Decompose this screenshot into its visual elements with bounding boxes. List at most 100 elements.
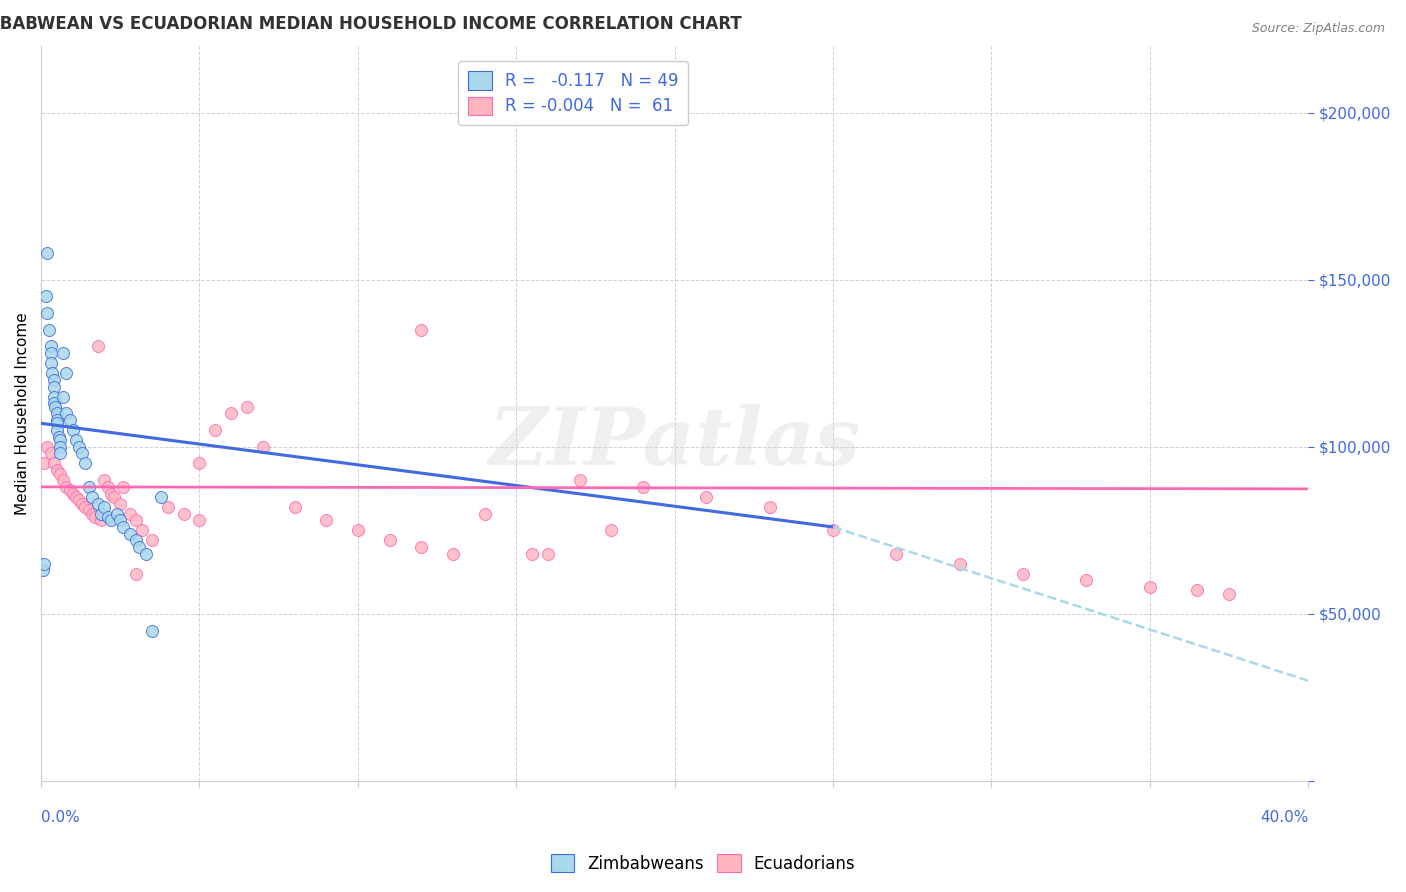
Point xyxy=(65,433,87,447)
Point xyxy=(62,486,84,500)
Point xyxy=(103,490,125,504)
Point xyxy=(112,480,135,494)
Point xyxy=(188,457,211,471)
Point xyxy=(537,547,560,561)
Point xyxy=(821,524,844,538)
Point xyxy=(87,339,110,353)
Point xyxy=(141,533,163,548)
Point xyxy=(252,440,274,454)
Point xyxy=(49,433,72,447)
Point xyxy=(72,497,94,511)
Point xyxy=(347,524,370,538)
Point xyxy=(600,524,623,538)
Point xyxy=(90,507,112,521)
Point xyxy=(80,490,103,504)
Y-axis label: Median Household Income: Median Household Income xyxy=(15,312,30,515)
Point xyxy=(204,423,226,437)
Point xyxy=(75,500,97,514)
Point xyxy=(568,473,591,487)
Text: Source: ZipAtlas.com: Source: ZipAtlas.com xyxy=(1251,22,1385,36)
Point xyxy=(37,306,59,320)
Point xyxy=(35,289,58,303)
Point xyxy=(42,457,65,471)
Point xyxy=(110,497,132,511)
Point xyxy=(110,513,132,527)
Point xyxy=(100,486,122,500)
Point xyxy=(49,440,72,454)
Text: ZIMBABWEAN VS ECUADORIAN MEDIAN HOUSEHOLD INCOME CORRELATION CHART: ZIMBABWEAN VS ECUADORIAN MEDIAN HOUSEHOL… xyxy=(0,15,742,33)
Point xyxy=(37,440,59,454)
Point xyxy=(87,497,110,511)
Point xyxy=(77,480,100,494)
Point xyxy=(67,440,90,454)
Point xyxy=(141,624,163,638)
Point xyxy=(1139,580,1161,594)
Point xyxy=(411,540,433,554)
Text: 0.0%: 0.0% xyxy=(41,811,80,825)
Point xyxy=(55,406,77,420)
Point xyxy=(411,323,433,337)
Point xyxy=(39,339,62,353)
Point xyxy=(39,346,62,360)
Point xyxy=(42,379,65,393)
Point xyxy=(72,446,94,460)
Point xyxy=(758,500,780,514)
Point xyxy=(315,513,337,527)
Point xyxy=(52,473,75,487)
Point xyxy=(52,390,75,404)
Point xyxy=(42,396,65,410)
Point xyxy=(441,547,464,561)
Point xyxy=(39,446,62,460)
Point xyxy=(84,510,107,524)
Point xyxy=(100,513,122,527)
Point xyxy=(46,406,69,420)
Point xyxy=(886,547,908,561)
Legend: Zimbabweans, Ecuadorians: Zimbabweans, Ecuadorians xyxy=(544,847,862,880)
Point xyxy=(93,500,115,514)
Point xyxy=(105,507,128,521)
Point xyxy=(112,520,135,534)
Point xyxy=(1012,566,1035,581)
Point xyxy=(125,513,148,527)
Point xyxy=(32,457,55,471)
Point xyxy=(44,400,66,414)
Point xyxy=(1076,574,1098,588)
Point xyxy=(1218,587,1240,601)
Point xyxy=(65,490,87,504)
Point xyxy=(52,346,75,360)
Point xyxy=(118,526,141,541)
Point xyxy=(46,423,69,437)
Point xyxy=(97,480,120,494)
Point xyxy=(474,507,496,521)
Point xyxy=(150,490,173,504)
Point xyxy=(55,366,77,380)
Point xyxy=(77,503,100,517)
Point xyxy=(42,373,65,387)
Point xyxy=(46,417,69,431)
Point xyxy=(39,356,62,370)
Point xyxy=(31,563,53,577)
Point xyxy=(46,463,69,477)
Point xyxy=(219,406,242,420)
Point xyxy=(949,557,972,571)
Point xyxy=(283,500,305,514)
Point xyxy=(695,490,717,504)
Point xyxy=(173,507,195,521)
Point xyxy=(32,557,55,571)
Point xyxy=(156,500,179,514)
Point xyxy=(378,533,401,548)
Point xyxy=(48,430,70,444)
Point xyxy=(188,513,211,527)
Point xyxy=(59,483,82,498)
Point xyxy=(520,547,543,561)
Point xyxy=(131,524,153,538)
Point xyxy=(97,510,120,524)
Point xyxy=(42,390,65,404)
Point xyxy=(118,507,141,521)
Point xyxy=(125,566,148,581)
Point xyxy=(236,400,259,414)
Point xyxy=(90,513,112,527)
Point xyxy=(1187,583,1209,598)
Point xyxy=(93,473,115,487)
Text: 40.0%: 40.0% xyxy=(1260,811,1308,825)
